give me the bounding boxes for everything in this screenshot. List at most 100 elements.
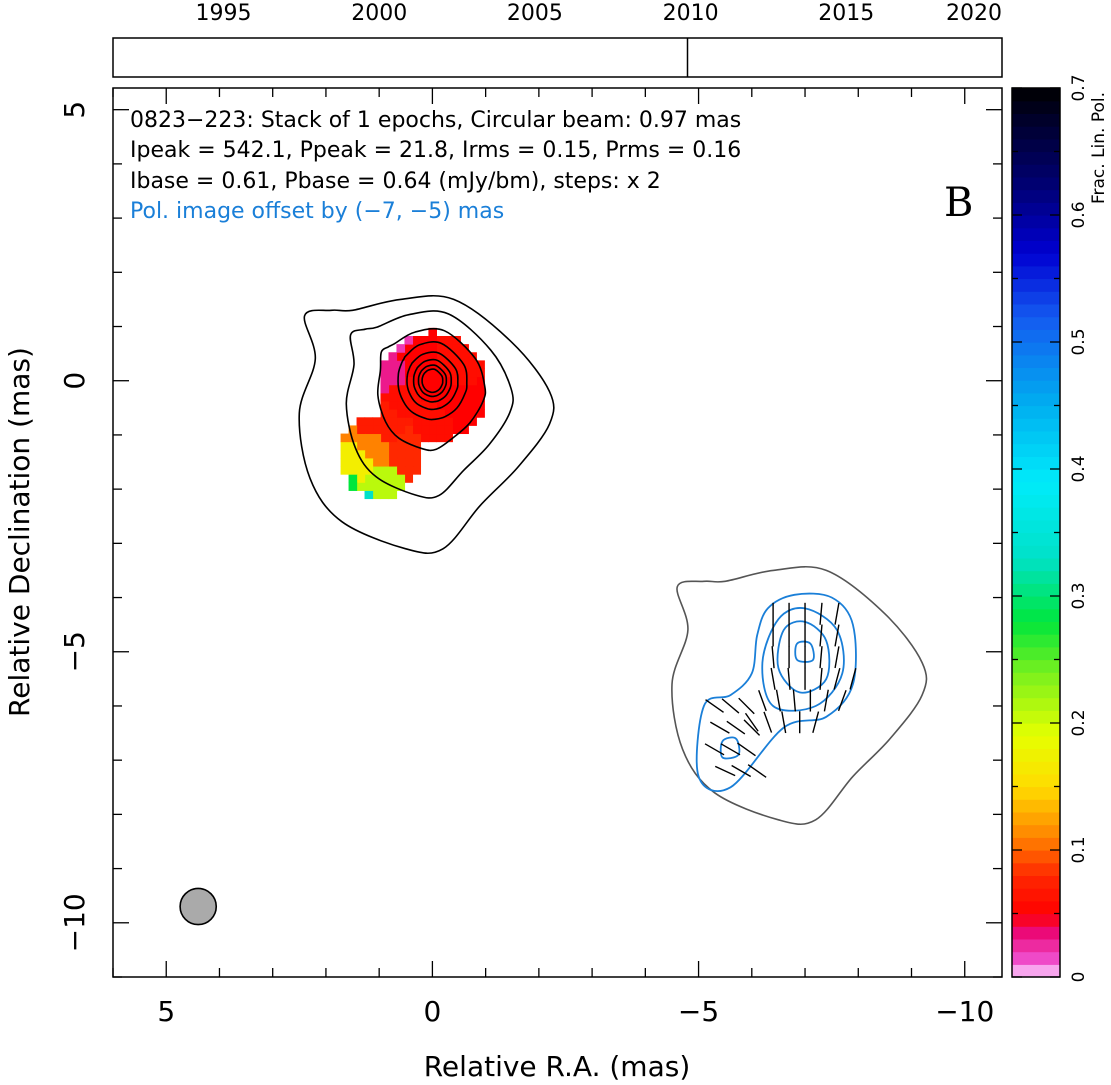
- colorbar-swatch: [1012, 329, 1060, 343]
- frac-pol-cell: [372, 433, 382, 443]
- frac-pol-cell: [428, 409, 437, 418]
- frac-pol-cell: [364, 425, 374, 435]
- timeline-year-labels: 1995 2000 2005 2010 2015 2020: [196, 1, 1002, 26]
- frac-pol-cell: [436, 360, 445, 369]
- colorbar-swatch: [1012, 507, 1060, 521]
- colorbar-swatch: [1012, 303, 1060, 318]
- stokes-i-contour: [397, 341, 468, 421]
- frac-pol-cell: [356, 482, 366, 491]
- colorbar-swatch: [1012, 824, 1060, 838]
- evpa-vector: [705, 699, 724, 713]
- frac-pol-cell: [444, 433, 453, 443]
- colorbar-swatch: [1012, 138, 1060, 153]
- colorbar-swatch: [1012, 913, 1060, 927]
- frac-pol-cell: [388, 417, 398, 426]
- frac-pol-cell: [428, 327, 437, 337]
- frac-pol-cell: [444, 409, 453, 418]
- colorbar-tick-label: 0.2: [1069, 709, 1089, 736]
- colorbar-swatch: [1012, 557, 1060, 572]
- frac-pol-cell: [404, 401, 414, 410]
- timeline-frame: [112, 37, 1003, 78]
- frac-pol-cell: [372, 457, 382, 467]
- frac-pol-cell: [388, 409, 398, 418]
- info-line-2: Ipeak = 542.1, Ppeak = 21.8, Irms = 0.15…: [130, 138, 741, 163]
- frac-pol-cell: [412, 433, 422, 443]
- frac-pol-cell: [404, 344, 414, 353]
- x-tick-label: 5: [157, 995, 175, 1028]
- colorbar-swatch: [1012, 900, 1060, 915]
- frac-pol-cell: [412, 457, 422, 467]
- frac-pol-cell: [436, 401, 445, 410]
- frac-pol-cell: [460, 344, 469, 353]
- frac-pol-cell: [396, 417, 406, 426]
- frac-pol-cell: [468, 417, 477, 426]
- frac-pol-cell: [396, 433, 406, 443]
- frac-pol-cell: [380, 384, 390, 394]
- colorbar-swatch: [1012, 189, 1060, 203]
- colorbar-swatch: [1012, 494, 1060, 508]
- frac-pol-cell: [380, 392, 390, 402]
- colorbar-gradient: [1012, 88, 1060, 978]
- frac-pol-cell: [404, 441, 414, 451]
- frac-pol-cell: [452, 392, 461, 402]
- frac-pol-cell: [388, 368, 398, 378]
- evpa-vector: [747, 764, 767, 778]
- colorbar-swatch: [1012, 240, 1060, 254]
- colorbar-swatch: [1012, 926, 1060, 940]
- evpa-vector: [837, 689, 847, 712]
- frac-pol-cell: [460, 409, 469, 418]
- frac-pol-cell: [388, 474, 398, 483]
- colorbar-swatch: [1012, 672, 1060, 686]
- frac-pol-cell: [356, 466, 366, 475]
- frac-pol-cell: [388, 352, 398, 361]
- frac-pol-cell: [444, 368, 453, 378]
- frac-pol-cell: [396, 466, 406, 475]
- frac-pol-cell: [396, 401, 406, 410]
- colorbar-swatch: [1012, 773, 1060, 788]
- timeline-year-2010: 2010: [663, 1, 719, 26]
- y-tick-label: 0: [58, 372, 91, 390]
- colorbar-swatch: [1012, 748, 1060, 762]
- frac-pol-cell: [404, 417, 414, 426]
- y-tick-label: 5: [58, 101, 91, 119]
- frac-pol-cell: [404, 457, 414, 467]
- timeline-year-2015: 2015: [818, 1, 874, 26]
- timeline-year-2000: 2000: [351, 1, 407, 26]
- colorbar-swatch: [1012, 608, 1060, 622]
- frac-pol-cell: [420, 425, 430, 435]
- frac-pol-cell: [388, 392, 398, 402]
- frac-pol-cell: [364, 482, 374, 491]
- colorbar-tick-label: 0.4: [1069, 455, 1089, 482]
- evpa-vector: [721, 698, 740, 714]
- frac-pol-cell: [380, 474, 390, 483]
- frac-pol-cell: [436, 384, 445, 394]
- evpa-vector: [737, 742, 756, 757]
- stokes-i-contour: [345, 310, 514, 499]
- evpa-vector: [709, 721, 730, 734]
- frac-pol-cell: [460, 384, 469, 394]
- frac-pol-cell: [452, 425, 461, 435]
- colorbar-swatch: [1012, 938, 1060, 953]
- evpa-vector: [834, 646, 840, 669]
- plot-frame: [112, 87, 1003, 978]
- frac-pol-cell: [436, 376, 445, 386]
- timeline-year-2020: 2020: [946, 1, 1002, 26]
- colorbar-swatch: [1012, 418, 1060, 432]
- evpa-vector: [763, 711, 773, 733]
- colorbar-swatch: [1012, 596, 1060, 610]
- stokes-i-contour: [298, 294, 555, 554]
- frac-pol-cell: [348, 433, 358, 443]
- frac-pol-cell: [436, 335, 445, 345]
- frac-pol-cell: [452, 335, 461, 345]
- frac-pol-cell: [396, 409, 406, 418]
- x-axis-label: Relative R.A. (mas): [424, 1050, 691, 1083]
- frac-pol-cell: [364, 417, 374, 426]
- colorbar-swatch: [1012, 443, 1060, 457]
- colorbar-swatch: [1012, 570, 1060, 584]
- colorbar-swatch: [1012, 278, 1060, 292]
- frac-pol-cell: [468, 352, 477, 361]
- evpa-vector: [720, 743, 741, 756]
- frac-pol-cell: [348, 466, 358, 475]
- frac-pol-cell: [388, 376, 398, 386]
- colorbar: 0 0.1 0.2 0.3 0.4 0.5 0.6 0.7 Frac. Lin. Pol.: [1011, 74, 1109, 982]
